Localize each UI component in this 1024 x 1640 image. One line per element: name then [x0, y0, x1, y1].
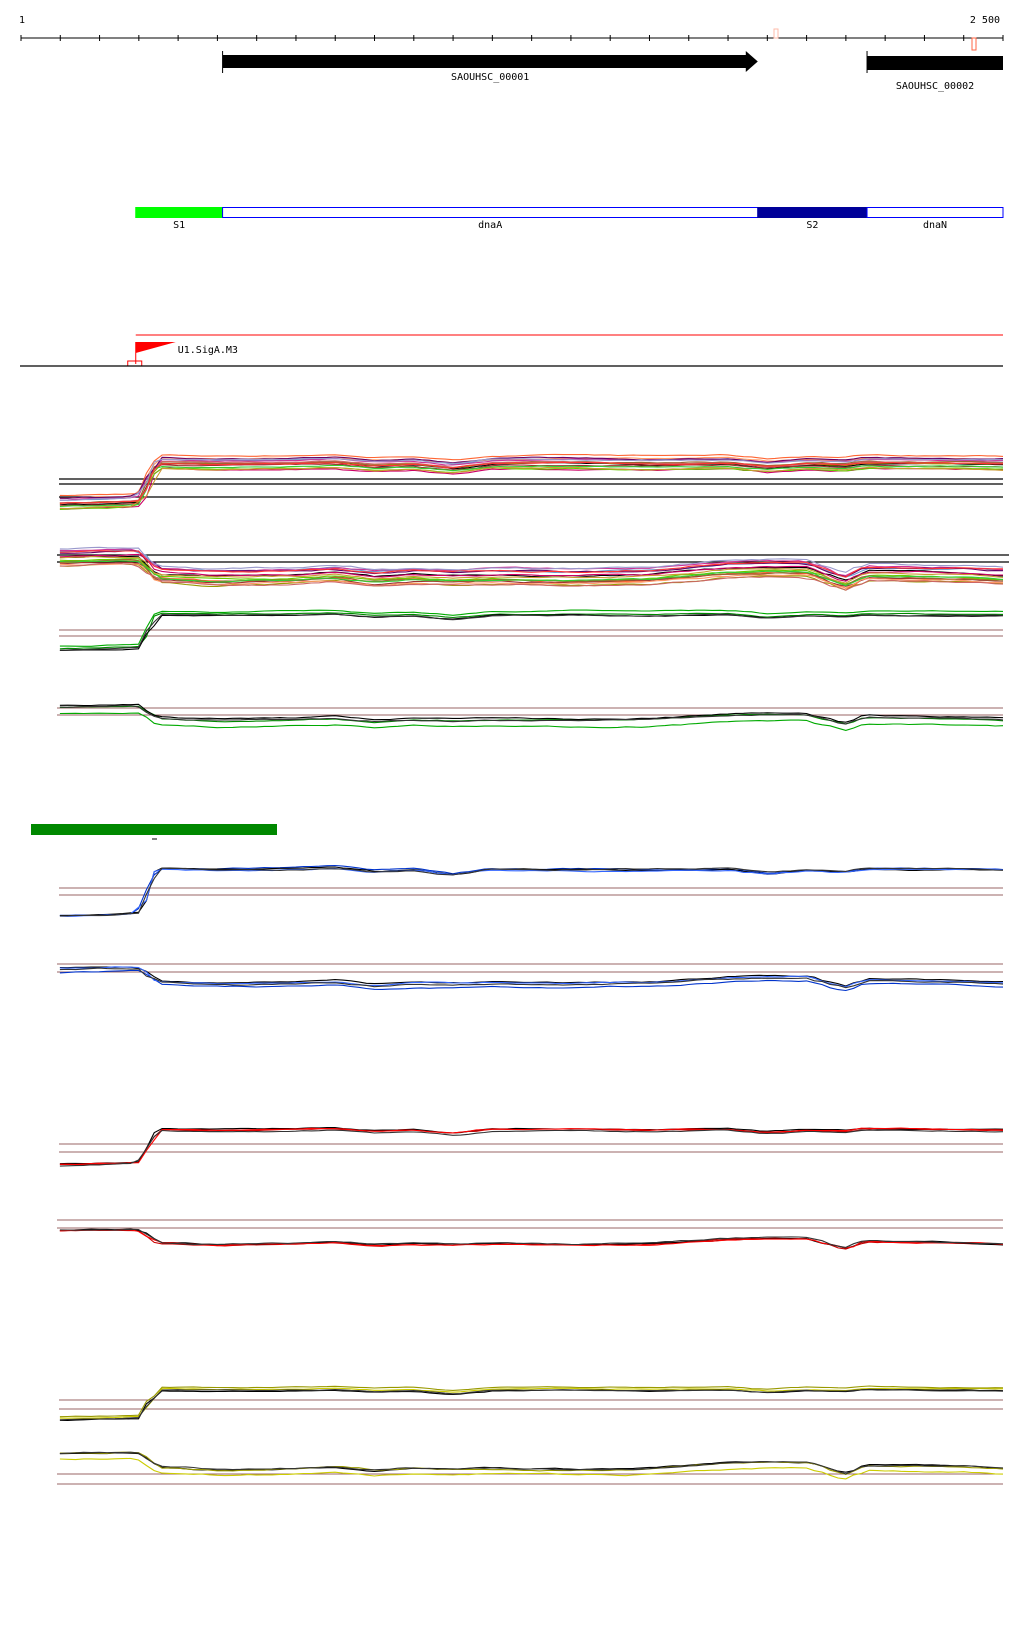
track-10 [57, 1451, 1004, 1485]
series-line [59, 467, 1004, 510]
region-track: S1 dnaA S2 dnaN [135, 207, 1004, 231]
track-6 [57, 963, 1004, 992]
series-line [59, 457, 1004, 501]
series-line [59, 460, 1004, 504]
series-line [59, 1387, 1004, 1419]
promoter-flag-icon [135, 342, 176, 353]
series-line [59, 1388, 1004, 1421]
series-line [59, 1228, 1004, 1249]
region-label: dnaA [478, 220, 502, 231]
region-label: S2 [806, 220, 818, 231]
series-line [59, 550, 1003, 578]
series-line [59, 461, 1004, 504]
series-line [59, 1451, 1004, 1475]
series-line [59, 458, 1004, 501]
track-4 [57, 703, 1004, 731]
series-line [59, 867, 1004, 917]
gene-arrow[interactable] [867, 52, 1003, 74]
series-line [59, 548, 1004, 577]
legend-bar [31, 824, 277, 835]
gene-track: SAOUHSC_00001 SAOUHSC_00002 [222, 51, 1003, 92]
series-line [59, 463, 1004, 507]
series-line [59, 562, 1004, 591]
region-dnaA[interactable] [222, 207, 759, 218]
series-line [59, 703, 1004, 723]
series-line [59, 466, 1004, 510]
marker [773, 28, 779, 39]
series-line [59, 612, 1004, 650]
region-dnaN[interactable] [866, 207, 1004, 218]
gene-arrow[interactable] [222, 51, 758, 72]
series-line [59, 556, 1004, 584]
series-line [59, 560, 1004, 587]
track-3 [59, 609, 1004, 651]
series-line [59, 553, 1003, 582]
series-line [59, 613, 1004, 651]
gene-label: SAOUHSC_00002 [896, 81, 974, 92]
series-line [59, 705, 1004, 725]
promoter-marker[interactable] [127, 360, 143, 367]
series-line [59, 712, 1004, 731]
series-line [59, 555, 1004, 581]
series-line [59, 1128, 1004, 1165]
region-label: S1 [173, 220, 185, 231]
series-line [59, 864, 1004, 916]
series-line [59, 967, 1004, 989]
marker [971, 37, 977, 51]
track-9 [59, 1385, 1004, 1421]
series-line [59, 456, 1004, 499]
region-S2[interactable] [757, 207, 868, 218]
track-5 [59, 864, 1004, 917]
series-line [59, 868, 1004, 917]
track-2 [57, 546, 1009, 591]
series-line [59, 1451, 1004, 1475]
promoter-label: U1.SigA.M3 [178, 345, 238, 356]
series-line [59, 609, 1004, 647]
ruler [20, 35, 1004, 41]
gene-label: SAOUHSC_00001 [451, 72, 529, 83]
expression-tracks [57, 453, 1009, 1485]
promoter-track: U1.SigA.M3 [127, 334, 1003, 367]
track-1 [59, 453, 1004, 510]
series-line [59, 464, 1004, 508]
ruler-end-label: 2 500 [970, 15, 1000, 26]
series-line [59, 969, 1004, 992]
region-S1[interactable] [135, 207, 224, 218]
series-line [59, 466, 1004, 510]
region-label: dnaN [923, 220, 947, 231]
series-line [59, 1389, 1004, 1421]
track-8 [57, 1219, 1004, 1250]
series-line [59, 866, 1004, 917]
track-7 [59, 1127, 1004, 1167]
series-line [59, 1385, 1004, 1418]
series-line [59, 1129, 1004, 1167]
series-line [59, 453, 1004, 497]
series-line [59, 1228, 1004, 1248]
series-line [59, 1127, 1004, 1165]
series-line [59, 1127, 1004, 1165]
series-line [59, 546, 1004, 573]
series-line [59, 1229, 1004, 1250]
series-line [59, 966, 1004, 988]
ruler-start-label: 1 [19, 15, 25, 26]
series-line [59, 613, 1004, 651]
series-line [59, 1457, 1004, 1480]
